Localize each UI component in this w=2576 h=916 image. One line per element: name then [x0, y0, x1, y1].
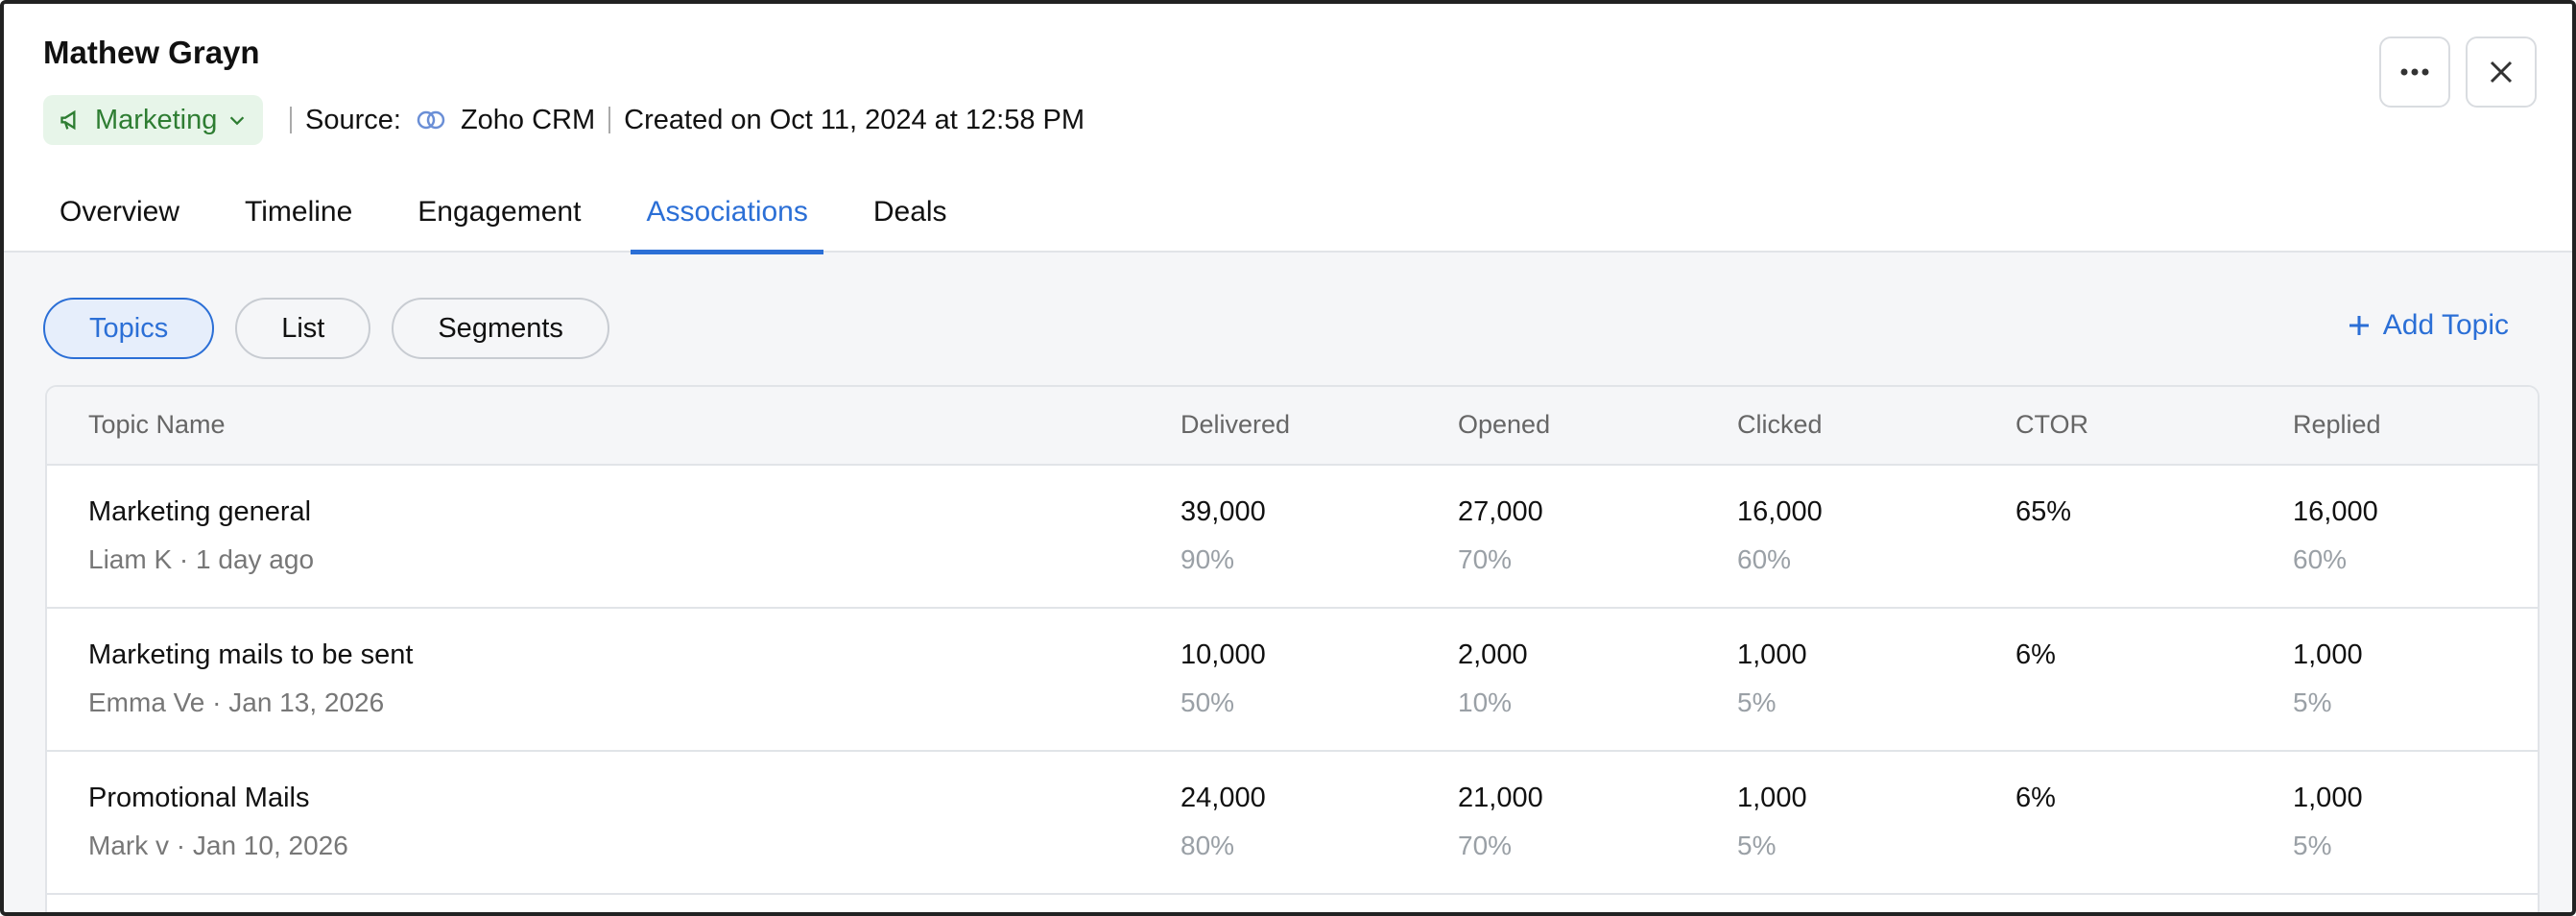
chevron-icon — [230, 116, 245, 126]
metric-percent: 5% — [1737, 687, 1777, 717]
metric-value: 1,000 — [1737, 639, 1807, 670]
metric-percent: 10% — [1458, 687, 1513, 717]
topics-table: Topic Name Delivered Opened Clicked CTOR Repl… — [45, 385, 2540, 912]
metric-percent: 70% — [1458, 544, 1513, 574]
tab[interactable]: Timeline — [245, 196, 353, 228]
topic-name: Promotional Mails — [88, 783, 310, 813]
topic-meta: Liam K · 1 day ago — [88, 544, 315, 574]
filter-pill[interactable]: Topics — [43, 298, 215, 359]
table-row[interactable]: Promotional Mails Mark v · Jan 10, 2026 24… — [47, 752, 2538, 895]
metric-value: 6% — [2015, 783, 2056, 813]
metric-value: 1,000 — [2293, 639, 2363, 670]
column-header: Replied — [2293, 410, 2381, 439]
separator — [290, 107, 292, 133]
metric-value: 27,000 — [1458, 496, 1543, 527]
metric-percent: 5% — [1737, 831, 1777, 860]
tab-bar: Overview Timeline Engagement Associations De… — [44, 186, 963, 254]
separator — [608, 107, 611, 133]
tab[interactable]: Associations — [631, 186, 823, 254]
table-header: Topic Name Delivered Opened Clicked CTOR Repl… — [47, 387, 2538, 466]
header: Mathew Grayn Marketing Source: Zoho CRM … — [4, 4, 2572, 254]
metric-value: 1,000 — [1737, 783, 1807, 813]
metric-percent: 5% — [2293, 687, 2332, 717]
column-header: Clicked — [1737, 410, 1823, 439]
topic-name: Marketing general — [88, 496, 312, 527]
column-header: CTOR — [2015, 410, 2089, 439]
filter-pills: Topics List Segments — [43, 298, 609, 359]
metric-percent: 60% — [1737, 544, 1792, 574]
created-date: Created on Oct 11, 2024 at 12:58 PM — [624, 104, 1085, 135]
close-button[interactable] — [2466, 36, 2537, 108]
source-name: Zoho CRM — [460, 104, 596, 135]
tag-label: Marketing — [95, 104, 218, 135]
add-topic-button[interactable]: Add Topic — [2349, 309, 2509, 342]
topic-name: Marketing mails to be sent — [88, 639, 414, 670]
column-header: Opened — [1458, 410, 1551, 439]
topic-meta: Emma Ve · Jan 13, 2026 — [88, 687, 385, 717]
column-header: Delivered — [1181, 410, 1291, 439]
add-topic-label: Add Topic — [2382, 309, 2509, 341]
crm-icon — [417, 110, 445, 130]
topic-meta: Mark v · Jan 10, 2026 — [88, 831, 348, 860]
tab[interactable]: Engagement — [417, 196, 582, 228]
metric-value: 10,000 — [1181, 639, 1266, 670]
metric-percent: 5% — [2293, 831, 2332, 860]
contact-name: Mathew Grayn — [43, 35, 260, 70]
metric-value: 39,000 — [1181, 496, 1266, 527]
metric-value: 24,000 — [1181, 783, 1266, 813]
more-button[interactable] — [2379, 36, 2450, 108]
more-icon — [2400, 68, 2429, 76]
table-row[interactable]: Marketing general Liam K · 1 day ago 39,00… — [47, 466, 2538, 609]
metric-value: 1,000 — [2293, 783, 2363, 813]
megaphone-icon — [60, 109, 76, 131]
metric-value: 65% — [2015, 496, 2072, 527]
filter-pill[interactable]: List — [235, 298, 371, 359]
metric-percent: 60% — [2293, 544, 2348, 574]
metric-percent: 50% — [1181, 687, 1235, 717]
metric-percent: 90% — [1181, 544, 1235, 574]
source-label: Source: — [305, 104, 401, 135]
close-icon — [2490, 60, 2513, 84]
metric-value: 16,000 — [1737, 496, 1823, 527]
table-row[interactable]: Marketing mails to be sent Emma Ve · Jan … — [47, 609, 2538, 752]
metric-value: 6% — [2015, 639, 2056, 670]
metric-percent: 80% — [1181, 831, 1235, 860]
metric-value: 21,000 — [1458, 783, 1543, 813]
tag-dropdown[interactable]: Marketing — [43, 95, 264, 145]
filter-pill[interactable]: Segments — [392, 298, 609, 359]
metric-percent: 70% — [1458, 831, 1513, 860]
column-header: Topic Name — [88, 410, 226, 439]
tab[interactable]: Deals — [872, 196, 947, 228]
metric-value: 2,000 — [1458, 639, 1528, 670]
plus-icon — [2349, 316, 2369, 335]
meta-row: Source: Zoho CRM Created on Oct 11, 2024… — [290, 95, 1085, 145]
metric-value: 16,000 — [2293, 496, 2378, 527]
tab[interactable]: Overview — [60, 196, 180, 228]
